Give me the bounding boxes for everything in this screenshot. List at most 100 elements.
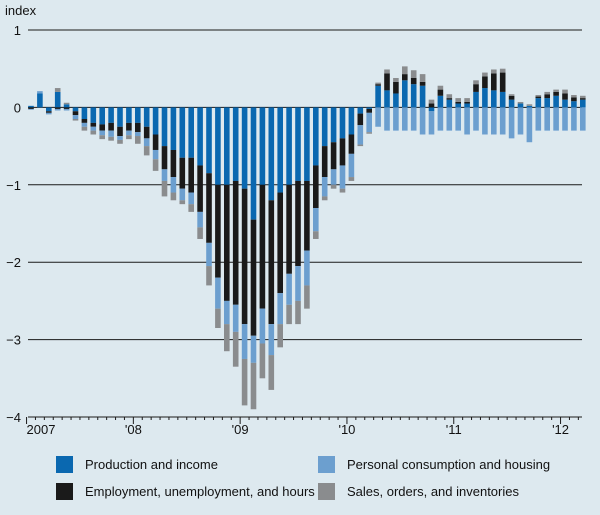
bar-segment bbox=[553, 107, 559, 131]
bar-segment bbox=[250, 362, 257, 410]
bar-segment bbox=[197, 211, 203, 228]
bar-segment bbox=[437, 85, 444, 90]
bar-segment bbox=[571, 95, 577, 98]
bar-segment bbox=[366, 132, 372, 134]
bar-segment bbox=[464, 103, 470, 108]
bar-segment bbox=[304, 285, 310, 309]
bar-segment bbox=[72, 115, 79, 120]
bar-segment bbox=[553, 91, 559, 96]
bar-segment bbox=[197, 107, 203, 166]
bar-segment bbox=[384, 69, 390, 74]
bar-segment bbox=[393, 81, 399, 94]
bar-segment bbox=[161, 146, 168, 170]
bar-segment bbox=[499, 72, 506, 92]
legend-item-production-income: Production and income bbox=[56, 454, 218, 474]
bar-segment bbox=[348, 107, 355, 135]
bar-segment bbox=[357, 125, 364, 145]
bar-segment bbox=[437, 95, 444, 108]
bar-segment bbox=[206, 242, 212, 267]
x-tick-label: '11 bbox=[446, 422, 462, 437]
bar-segment bbox=[295, 266, 301, 301]
bar-segment bbox=[179, 188, 186, 201]
bar-segment bbox=[81, 119, 88, 123]
bar-segment bbox=[126, 130, 132, 136]
bar-segment bbox=[143, 138, 150, 147]
bar-segment bbox=[143, 107, 150, 127]
bar-segment bbox=[455, 103, 461, 108]
bar-segment bbox=[562, 89, 568, 94]
bar-segment bbox=[535, 96, 542, 99]
bar-segment bbox=[330, 142, 337, 170]
bar-segment bbox=[428, 111, 435, 135]
bar-segment bbox=[179, 157, 186, 189]
bar-segment bbox=[348, 153, 355, 178]
bar-segment bbox=[99, 130, 105, 136]
x-tick-label: '10 bbox=[338, 422, 355, 437]
bar-segment bbox=[108, 122, 114, 131]
bar-segment bbox=[464, 101, 470, 104]
bar-segment bbox=[375, 107, 381, 127]
x-tick-label: '12 bbox=[552, 422, 569, 437]
bar-segment bbox=[526, 107, 533, 143]
bar-segment bbox=[348, 134, 355, 154]
bar-segment bbox=[188, 157, 194, 193]
bar-segment bbox=[393, 107, 399, 131]
bar-segment bbox=[508, 107, 515, 139]
x-tick-label: '09 bbox=[232, 422, 249, 437]
bar-segment bbox=[491, 90, 497, 108]
bar-segment bbox=[437, 107, 444, 131]
bar-segment bbox=[330, 169, 337, 185]
bar-segment bbox=[393, 77, 399, 82]
bar-segment bbox=[179, 200, 186, 205]
bar-segment bbox=[63, 102, 70, 105]
bar-segment bbox=[143, 126, 150, 139]
bar-segment bbox=[562, 93, 568, 100]
bar-segment bbox=[330, 184, 337, 189]
bar-segment bbox=[170, 149, 177, 178]
x-tick-label: 2007 bbox=[27, 422, 56, 437]
bar-segment bbox=[473, 80, 479, 85]
bar-segment bbox=[357, 107, 364, 114]
bar-segment bbox=[571, 101, 577, 108]
bar-segment bbox=[232, 331, 239, 367]
bar-segment bbox=[313, 107, 319, 166]
bar-segment bbox=[321, 177, 328, 197]
bar-segment bbox=[224, 300, 230, 325]
y-tick-label: 1 bbox=[14, 23, 21, 38]
bar-segment bbox=[384, 107, 390, 131]
bar-segment bbox=[464, 98, 470, 102]
bar-segment bbox=[295, 300, 301, 325]
bar-segment bbox=[224, 324, 230, 352]
bar-segment bbox=[126, 107, 132, 123]
bar-segment bbox=[419, 81, 426, 86]
bar-segment bbox=[321, 146, 328, 178]
bar-segment bbox=[295, 180, 301, 267]
bar-segment bbox=[241, 358, 248, 406]
bar-segment bbox=[321, 107, 328, 147]
bar-segment bbox=[437, 89, 444, 96]
bar-segment bbox=[28, 108, 34, 110]
bar-segment bbox=[482, 88, 488, 108]
bar-segment bbox=[339, 138, 346, 166]
bar-segment bbox=[170, 177, 177, 193]
bar-segment bbox=[455, 101, 461, 104]
bar-segment bbox=[152, 159, 159, 171]
bar-segment bbox=[54, 107, 61, 109]
bar-segment bbox=[366, 112, 372, 133]
bar-segment bbox=[135, 122, 141, 133]
bar-segment bbox=[499, 68, 506, 73]
bar-segment bbox=[375, 84, 381, 86]
bar-segment bbox=[526, 104, 533, 106]
bar-segment bbox=[348, 177, 355, 181]
bar-segment bbox=[250, 335, 257, 363]
bar-segment bbox=[232, 180, 239, 305]
bar-segment bbox=[63, 104, 70, 108]
bar-segment bbox=[241, 188, 248, 325]
bar-segment bbox=[482, 107, 488, 135]
bar-segment bbox=[517, 103, 524, 108]
bar-segment bbox=[428, 99, 435, 104]
bar-segment bbox=[268, 107, 275, 201]
bar-segment bbox=[304, 250, 310, 286]
bar-segment bbox=[215, 308, 221, 328]
bar-segment bbox=[90, 130, 97, 135]
